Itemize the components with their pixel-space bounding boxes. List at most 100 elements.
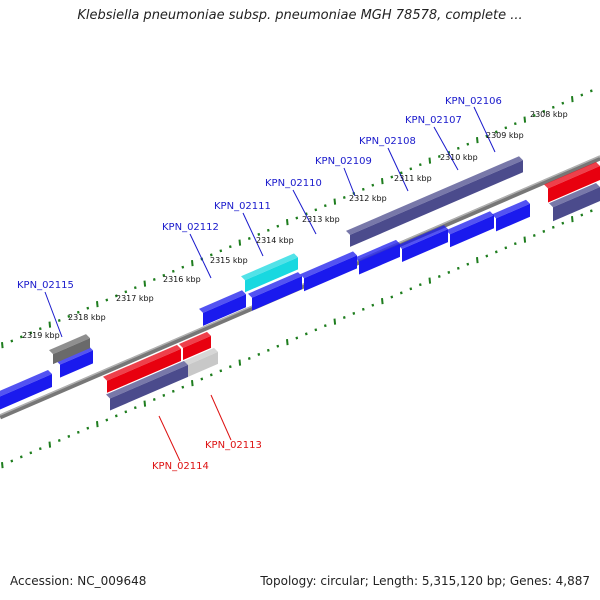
- inner-ring-tick: [266, 348, 270, 352]
- outer-ring-tick: [181, 265, 185, 269]
- gene-label-kpn-02114[interactable]: KPN_02114: [152, 461, 209, 472]
- gene-pseudo-light[interactable]: [184, 347, 218, 377]
- gene-label-kpn-02112[interactable]: KPN_02112: [162, 222, 219, 233]
- gene-forward-1-top-face: [0, 370, 52, 397]
- gene-pseudo-light-top-face: [184, 347, 218, 365]
- inner-ring-tick: [409, 287, 413, 291]
- gene-kpn-02113[interactable]: [179, 331, 211, 361]
- inner-ring-tick: [561, 221, 565, 225]
- gene-label-kpn-02107[interactable]: KPN_02107: [405, 115, 462, 126]
- outer-ring-tick: [409, 167, 413, 171]
- gene-pseudo-dark[interactable]: [49, 334, 90, 365]
- outer-ring-tick: [466, 142, 470, 146]
- outer-ring-tick: [580, 93, 584, 97]
- outer-ring-tick: [48, 321, 52, 328]
- outer-ring-tick: [228, 245, 232, 249]
- gene-kpn-02108-front-face: [402, 229, 448, 262]
- inner-ring-tick: [428, 277, 432, 284]
- gene-reverse-right[interactable]: [544, 162, 600, 203]
- gene-kpn-02109[interactable]: [355, 239, 400, 275]
- gene-label-kpn-02113[interactable]: KPN_02113: [205, 440, 262, 451]
- label-leader-line: [292, 189, 317, 235]
- gene-rna-long[interactable]: [346, 156, 523, 247]
- gene-rna-lower-top-face: [106, 360, 188, 399]
- kbp-label-2309: 2309 kbp: [486, 131, 524, 140]
- outer-ring-tick: [143, 280, 147, 287]
- gene-kpn-02108[interactable]: [398, 225, 448, 262]
- outer-ring-tick: [76, 310, 80, 314]
- gene-kpn-02109-front-face: [359, 243, 400, 275]
- gene-kpn-02112-front-face: [203, 294, 246, 326]
- gene-kpn-02114[interactable]: [103, 344, 181, 393]
- inner-ring-tick: [447, 270, 451, 274]
- inner-ring-tick: [228, 365, 232, 369]
- gene-label-kpn-02108[interactable]: KPN_02108: [359, 136, 416, 147]
- gene-kpn-02112[interactable]: [199, 290, 246, 326]
- gene-rna-long-front-face: [350, 160, 523, 247]
- gene-kpn-02106-front-face: [496, 203, 530, 232]
- gene-kpn-02108-top-face: [398, 225, 448, 249]
- outer-ring-tick: [342, 196, 346, 199]
- outer-ring-tick: [485, 134, 489, 138]
- outer-ring-tick: [523, 116, 527, 123]
- gene-kpn-02113-front-face: [183, 335, 211, 361]
- inner-ring-tick: [286, 339, 289, 346]
- outer-ring-tick: [456, 146, 460, 150]
- gene-label-kpn-02110[interactable]: KPN_02110: [265, 178, 322, 189]
- gene-highlight-cyan[interactable]: [241, 253, 298, 293]
- gene-rna-long-top-face: [346, 156, 523, 235]
- outer-ring-tick: [38, 327, 42, 331]
- outer-ring-tick: [276, 224, 280, 228]
- gene-label-kpn-02111[interactable]: KPN_02111: [214, 201, 271, 212]
- outer-ring-tick: [571, 96, 574, 103]
- inner-ring-tick: [381, 298, 384, 305]
- inner-ring-tick: [295, 336, 299, 340]
- outer-ring-tick: [162, 273, 166, 277]
- outer-ring-tick: [295, 216, 299, 220]
- gene-rna-right-front-face: [553, 187, 600, 222]
- outer-ring-tick: [551, 105, 555, 109]
- inner-ring-tick: [67, 434, 71, 438]
- kbp-label-2308: 2308 kbp: [530, 110, 568, 119]
- outer-ring-tick: [133, 286, 137, 290]
- outer-ring-tick: [476, 137, 479, 144]
- gene-highlight-cyan-front-face: [245, 257, 298, 293]
- label-leader-line: [242, 212, 264, 257]
- inner-ring-tick: [57, 439, 61, 442]
- inner-ring-tick: [191, 380, 194, 387]
- gene-label-kpn-02109[interactable]: KPN_02109: [315, 156, 372, 167]
- gene-kpn-02111[interactable]: [248, 272, 302, 311]
- kbp-label-2312: 2312 kbp: [349, 194, 387, 203]
- gene-forward-1[interactable]: [0, 370, 52, 410]
- inner-ring-tick: [19, 455, 23, 459]
- inner-ring-tick: [589, 209, 593, 213]
- gene-kpn-02106[interactable]: [492, 199, 530, 232]
- kbp-label-2315: 2315 kbp: [210, 256, 248, 265]
- outer-ring-tick: [86, 306, 90, 310]
- gene-rna-lower[interactable]: [106, 360, 188, 411]
- inner-ring-tick: [314, 328, 318, 332]
- gene-kpn-02115-blue[interactable]: [56, 346, 93, 378]
- gene-kpn-02110-front-face: [304, 255, 357, 292]
- outer-ring-tick: [247, 237, 251, 240]
- inner-ring-tick: [580, 213, 584, 217]
- inner-ring-tick: [352, 311, 356, 315]
- gene-rna-right[interactable]: [549, 183, 600, 222]
- gene-kpn-02107[interactable]: [446, 211, 494, 248]
- gene-rna-right-top-face: [549, 183, 600, 208]
- topology-summary: Topology: circular; Length: 5,315,120 bp…: [260, 574, 590, 588]
- outer-ring-tick: [114, 294, 118, 298]
- inner-ring-tick: [361, 307, 365, 311]
- gene-label-kpn-02106[interactable]: KPN_02106: [445, 96, 502, 107]
- outer-ring-tick: [361, 187, 365, 191]
- outer-ring-tick: [171, 269, 175, 273]
- inner-ring-tick: [29, 451, 33, 455]
- gene-label-kpn-02115[interactable]: KPN_02115: [17, 280, 74, 291]
- outer-ring-tick: [19, 335, 23, 339]
- kbp-label-2317: 2317 kbp: [116, 294, 154, 303]
- gene-pseudo-dark-front-face: [53, 338, 90, 365]
- gene-kpn-02110[interactable]: [300, 251, 357, 292]
- outer-ring-tick: [333, 198, 337, 205]
- outer-ring-tick: [304, 212, 308, 216]
